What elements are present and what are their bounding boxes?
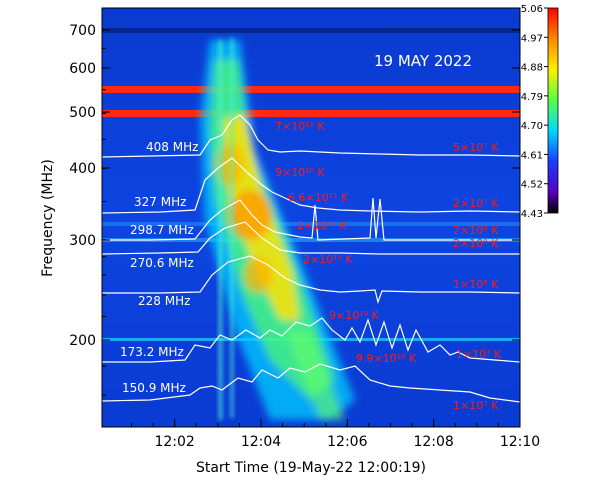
y-tick-label: 200 — [69, 333, 96, 349]
x-tick-label: 12:04 — [241, 434, 281, 450]
series-label: 270.6 MHz — [130, 256, 194, 270]
rfi-band — [102, 222, 520, 226]
peak-temp-label: 6.6×10¹¹ K — [288, 191, 349, 204]
colorbar-tick-label: 5.06 — [521, 4, 543, 15]
colorbar-tick-label: 4.61 — [521, 150, 543, 161]
peak-temp-label: 9×10¹⁰ K — [275, 166, 326, 179]
x-tick-label: 12:10 — [500, 434, 540, 450]
y-tick-label: 500 — [69, 105, 96, 121]
series-labels: 408 MHz 327 MHz 298.7 MHz 270.6 MHz 228 … — [120, 140, 198, 395]
light-curve-408 — [102, 114, 520, 158]
rfi-band — [102, 28, 520, 33]
rfi-band — [102, 86, 520, 93]
colorbar-axis: 5.06 4.97 4.88 4.79 4.70 4.61 4.52 4.43 — [521, 4, 548, 220]
light-curve-298 — [102, 197, 520, 241]
y-tick-label: 400 — [69, 161, 96, 177]
y-tick-label: 300 — [69, 233, 96, 249]
light-curve-173 — [102, 317, 520, 363]
peak-temp-label: 9.9×10¹⁰ K — [356, 352, 417, 365]
light-curve-150 — [102, 363, 520, 403]
bg-temp-label: 5×10⁷ K — [453, 141, 499, 154]
colorbar-tick-label: 4.70 — [521, 121, 543, 132]
peak-temp-label: 2×10¹¹ K — [297, 219, 348, 232]
x-axis-label: Start Time (19-May-22 12:00:19) — [196, 460, 426, 476]
colorbar-tick-label: 4.88 — [521, 63, 543, 74]
peak-temp-label: 7×10¹¹ K — [275, 120, 326, 133]
plot-frame — [101, 7, 521, 428]
colorbar — [547, 7, 559, 214]
y-axis-label: Frequency (MHz) — [40, 159, 56, 277]
series-label: 408 MHz — [146, 140, 198, 154]
chart-title: 19 MAY 2022 — [374, 52, 472, 70]
x-axis: 12:02 12:04 12:06 12:08 12:10 — [130, 419, 540, 450]
bg-temp-label: 1×10⁸ K — [453, 278, 499, 291]
x-tick-label: 12:02 — [154, 434, 194, 450]
bg-temp-label: 1×10⁷ K — [453, 399, 499, 412]
bg-temp-label: 1×10⁷ K — [456, 348, 502, 361]
series-label: 327 MHz — [134, 195, 186, 209]
light-curve-327 — [102, 157, 520, 214]
x-tick-label: 12:08 — [413, 434, 453, 450]
series-label: 173.2 MHz — [120, 345, 184, 359]
bg-temp-label: 2×10⁷ K — [453, 197, 499, 210]
burst-streaks — [218, 38, 234, 420]
colorbar-tick-label: 4.97 — [521, 33, 543, 44]
colorbar-tick-label: 4.52 — [521, 180, 543, 191]
y-axis: 700 600 500 400 300 200 — [69, 23, 520, 396]
peak-temp-label: 2×10¹⁰ K — [303, 253, 354, 266]
colorbar-tick-label: 4.43 — [521, 209, 543, 220]
rfi-band — [102, 110, 520, 117]
temperature-labels: 7×10¹¹ K 5×10⁷ K 9×10¹⁰ K 2×10⁷ K 6.6×10… — [275, 120, 502, 412]
y-tick-label: 600 — [69, 61, 96, 77]
rfi-band — [102, 238, 520, 242]
x-tick-label: 12:06 — [327, 434, 367, 450]
y-tick-label: 700 — [69, 23, 96, 39]
series-label: 228 MHz — [138, 294, 190, 308]
series-label: 150.9 MHz — [122, 381, 186, 395]
bg-temp-label: 2×10⁸ K — [453, 224, 499, 237]
light-curve-270 — [102, 221, 520, 255]
light-curve-228 — [102, 255, 520, 305]
series-label: 298.7 MHz — [130, 223, 194, 237]
colorbar-tick-label: 4.79 — [521, 92, 543, 103]
light-curves — [102, 114, 520, 403]
bg-temp-label: 2×10⁸ K — [453, 237, 499, 250]
peak-temp-label: 9×10¹⁰ K — [329, 309, 380, 322]
